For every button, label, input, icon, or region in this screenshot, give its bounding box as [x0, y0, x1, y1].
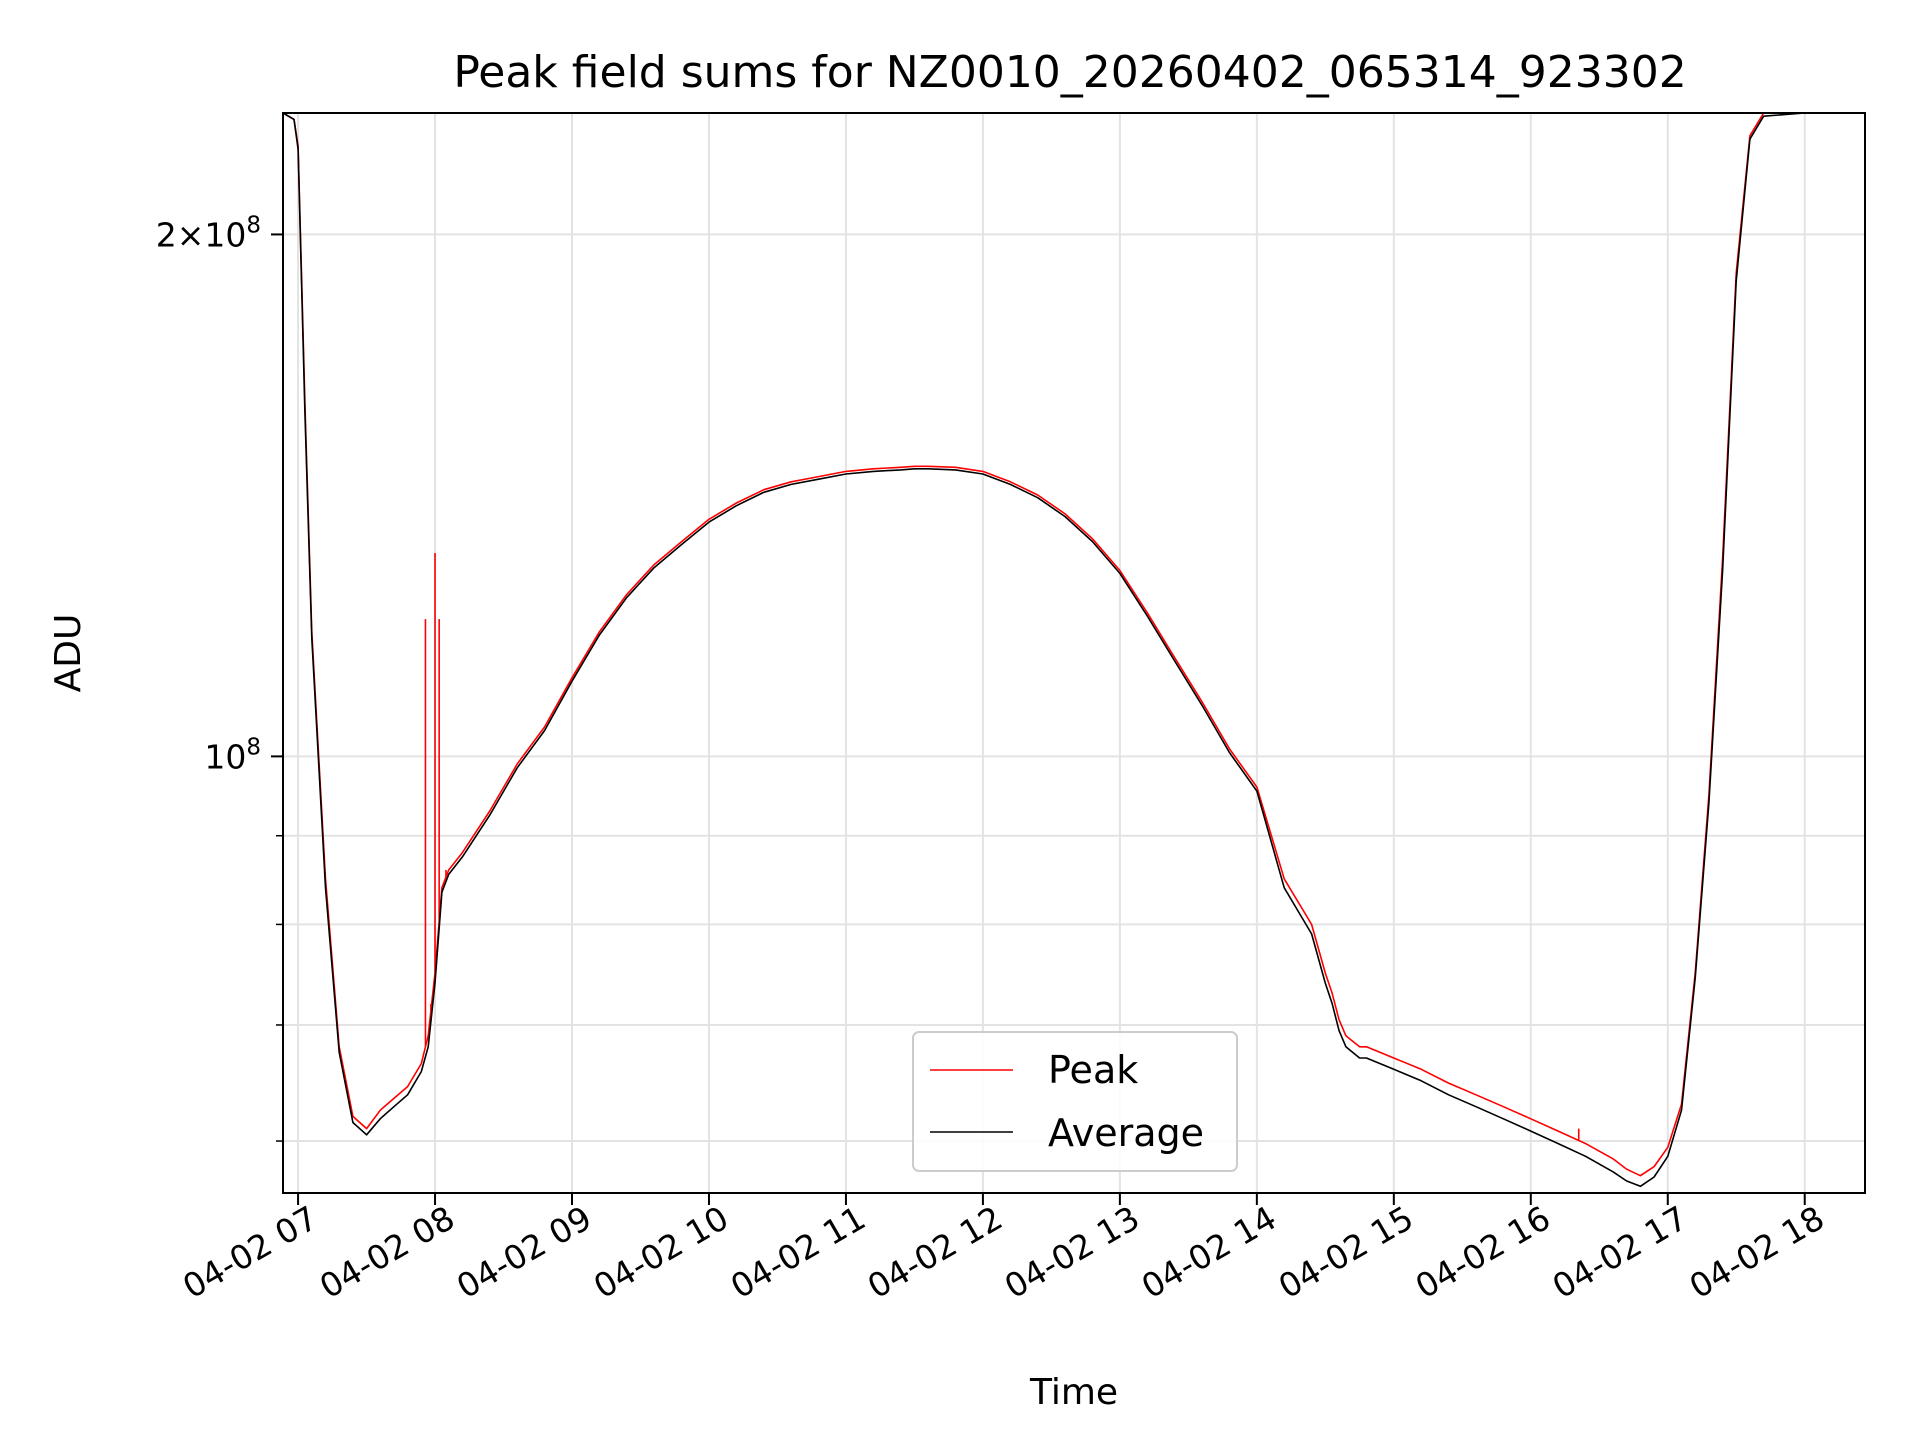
legend: Peak Average: [912, 1031, 1238, 1172]
series-peak-line: [282, 112, 1865, 1177]
series-average-line: [282, 112, 1865, 1188]
legend-peak-label: Peak: [1048, 1048, 1138, 1092]
y-tick-label: 2×108: [156, 212, 261, 254]
tick-marks: [271, 233, 1806, 1205]
plot-frame: [282, 112, 1866, 1194]
y-tick-label: 108: [204, 734, 261, 776]
y-axis-label: ADU: [48, 614, 89, 693]
legend-average-label: Average: [1048, 1111, 1204, 1155]
y-tick-labels: 2×108 108: [156, 212, 261, 776]
chart-title: Peak field sums for NZ0010_20260402_0653…: [453, 47, 1686, 98]
legend-box: [912, 1031, 1238, 1172]
series-layer: [282, 112, 1865, 1188]
x-axis-label: Time: [1029, 1372, 1118, 1413]
